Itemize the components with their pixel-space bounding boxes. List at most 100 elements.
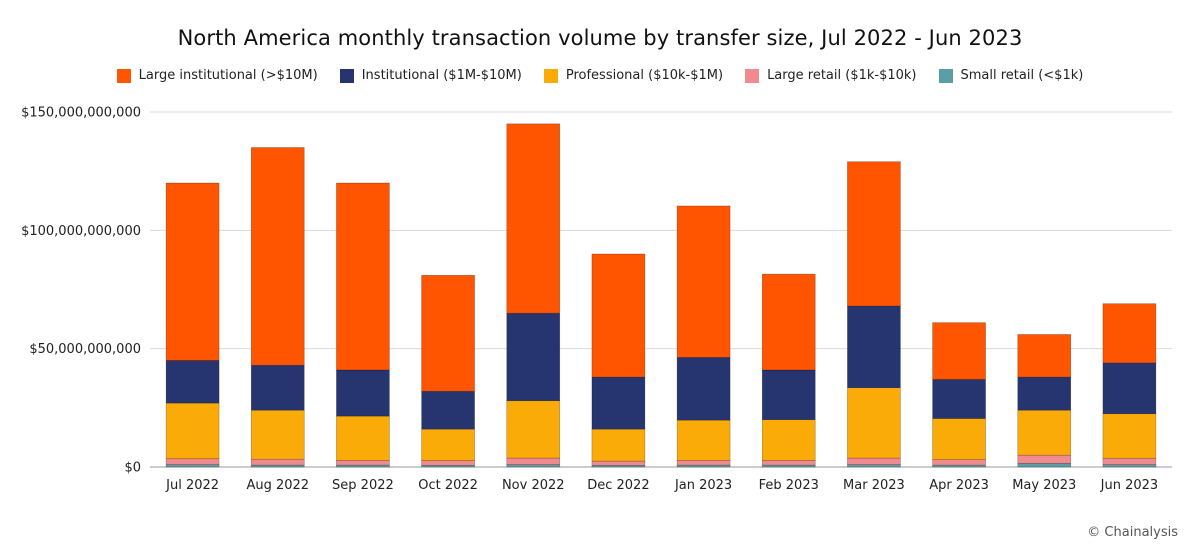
bar-segment-large-retail-1k-10k [761,460,816,466]
bar-stack-may-2023 [1017,334,1072,468]
bar-segment-large-retail-1k-10k [336,460,390,466]
x-tick-label: Nov 2022 [502,478,565,493]
chainalysis-credit: © Chainalysis [1087,525,1178,540]
bar-segment-large-institutional-10m [761,273,816,371]
bar-stack-nov-2022 [506,123,561,468]
legend-swatch [745,68,760,83]
y-tick-label: $100,000,000,000 [21,224,141,239]
bar-segment-large-retail-1k-10k [676,460,731,466]
bar-segment-small-retail-1k [1102,464,1157,468]
legend-label: Large institutional (>$10M) [138,68,318,83]
bar-segment-large-institutional-10m [250,147,305,366]
bar-segment-professional-10k-1m [336,415,390,461]
legend-label: Professional ($10k-$1M) [565,68,724,83]
y-tick-label: $150,000,000,000 [21,106,141,121]
bar-segment-professional-10k-1m [591,428,646,462]
chart-legend: Large institutional (>$10M) Institutional… [0,68,1200,83]
bar-segment-institutional-1m-10m [591,376,646,430]
bar-segment-large-retail-1k-10k [1017,454,1072,464]
chart-title: North America monthly transaction volume… [177,26,1023,50]
legend-label: Large retail ($1k-$10k) [767,68,917,83]
legend-item-professional-10k-1m: Professional ($10k-$1M) [543,68,724,83]
bar-segment-large-retail-1k-10k [1102,457,1157,465]
bar-stack-jun-2023 [1102,303,1157,468]
bar-stack-dec-2022 [591,253,646,468]
x-tick-label: Sep 2022 [332,478,394,493]
bar-stack-apr-2023 [932,322,986,468]
x-tick-label: Oct 2022 [418,478,478,493]
x-tick-label: Feb 2023 [759,478,819,493]
x-tick-label: May 2023 [1012,478,1076,493]
bar-segment-large-institutional-10m [932,322,986,380]
legend-swatch [938,68,953,83]
bar-segment-professional-10k-1m [847,387,901,459]
x-tick-label: Aug 2022 [246,478,309,493]
x-tick-label: Apr 2023 [929,478,989,493]
bar-segment-institutional-1m-10m [847,305,901,389]
legend-swatch [339,68,354,83]
x-tick-label: Mar 2023 [843,478,905,493]
bar-segment-large-institutional-10m [421,274,475,392]
bar-segment-institutional-1m-10m [1017,376,1072,411]
bar-segment-professional-10k-1m [250,409,305,460]
bar-segment-large-retail-1k-10k [165,458,220,465]
bar-segment-large-institutional-10m [336,182,390,371]
bar-segment-large-retail-1k-10k [847,457,901,465]
bar-segment-large-institutional-10m [1017,334,1072,378]
bar-stack-aug-2022 [250,147,305,468]
bar-segment-institutional-1m-10m [506,312,561,402]
bar-segment-large-institutional-10m [506,123,561,314]
bar-segment-institutional-1m-10m [250,364,305,411]
bar-segment-large-institutional-10m [847,161,901,307]
bar-segment-institutional-1m-10m [336,369,390,417]
bar-segment-professional-10k-1m [761,419,816,461]
gridlines [150,111,1172,468]
x-tick-label: Jan 2023 [674,478,732,493]
bar-segment-professional-10k-1m [676,419,731,461]
bar-segment-professional-10k-1m [1102,413,1157,459]
legend-swatch [543,68,558,83]
legend-item-institutional-1m-10m: Institutional ($1M-$10M) [339,68,522,83]
bar-segment-small-retail-1k [847,464,901,468]
x-tick-label: Jul 2022 [165,478,219,493]
bar-segment-institutional-1m-10m [761,369,816,420]
bar-stack-jan-2023 [676,205,731,468]
y-tick-label: $50,000,000,000 [29,342,141,357]
bar-segment-institutional-1m-10m [676,357,731,421]
bar-segment-institutional-1m-10m [165,360,220,404]
legend-item-large-retail-1k-10k: Large retail ($1k-$10k) [745,68,917,83]
bar-segment-professional-10k-1m [1017,409,1072,456]
bar-segment-institutional-1m-10m [421,390,475,430]
bar-segment-small-retail-1k [1017,463,1072,468]
legend-swatch [116,68,131,83]
bar-segment-professional-10k-1m [421,428,475,461]
x-tick-label: Dec 2022 [587,478,649,493]
bars [165,123,1157,468]
bar-segment-professional-10k-1m [165,402,220,460]
bar-segment-large-institutional-10m [1102,303,1157,364]
bar-segment-large-retail-1k-10k [250,458,305,466]
bar-segment-large-retail-1k-10k [591,460,646,466]
legend-item-large-institutional-10m: Large institutional (>$10M) [116,68,318,83]
bar-stack-jul-2022 [165,182,220,468]
bar-stack-feb-2023 [761,273,816,468]
bar-segment-small-retail-1k [506,464,561,468]
bar-segment-large-institutional-10m [591,253,646,378]
x-axis-ticks: Jul 2022 Aug 2022 Sep 2022 Oct 2022 Nov 2022… [165,478,1158,493]
legend-item-small-retail-1k: Small retail (<$1k) [938,68,1084,83]
bar-segment-large-institutional-10m [676,205,731,358]
bar-segment-large-retail-1k-10k [932,459,986,466]
bar-segment-institutional-1m-10m [1102,362,1157,415]
bar-stack-sep-2022 [336,182,390,468]
bar-segment-professional-10k-1m [932,418,986,460]
bar-segment-large-retail-1k-10k [421,460,475,466]
y-axis-ticks: $0 $50,000,000,000 $100,000,000,000 $150,00… [21,106,141,476]
x-tick-label: Jun 2023 [1100,478,1159,493]
bar-segment-large-retail-1k-10k [506,457,561,465]
bar-segment-institutional-1m-10m [932,379,986,419]
y-tick-label: $0 [124,461,141,476]
bar-segment-professional-10k-1m [506,400,561,459]
legend-label: Small retail (<$1k) [960,68,1084,83]
bar-segment-large-institutional-10m [165,182,220,361]
